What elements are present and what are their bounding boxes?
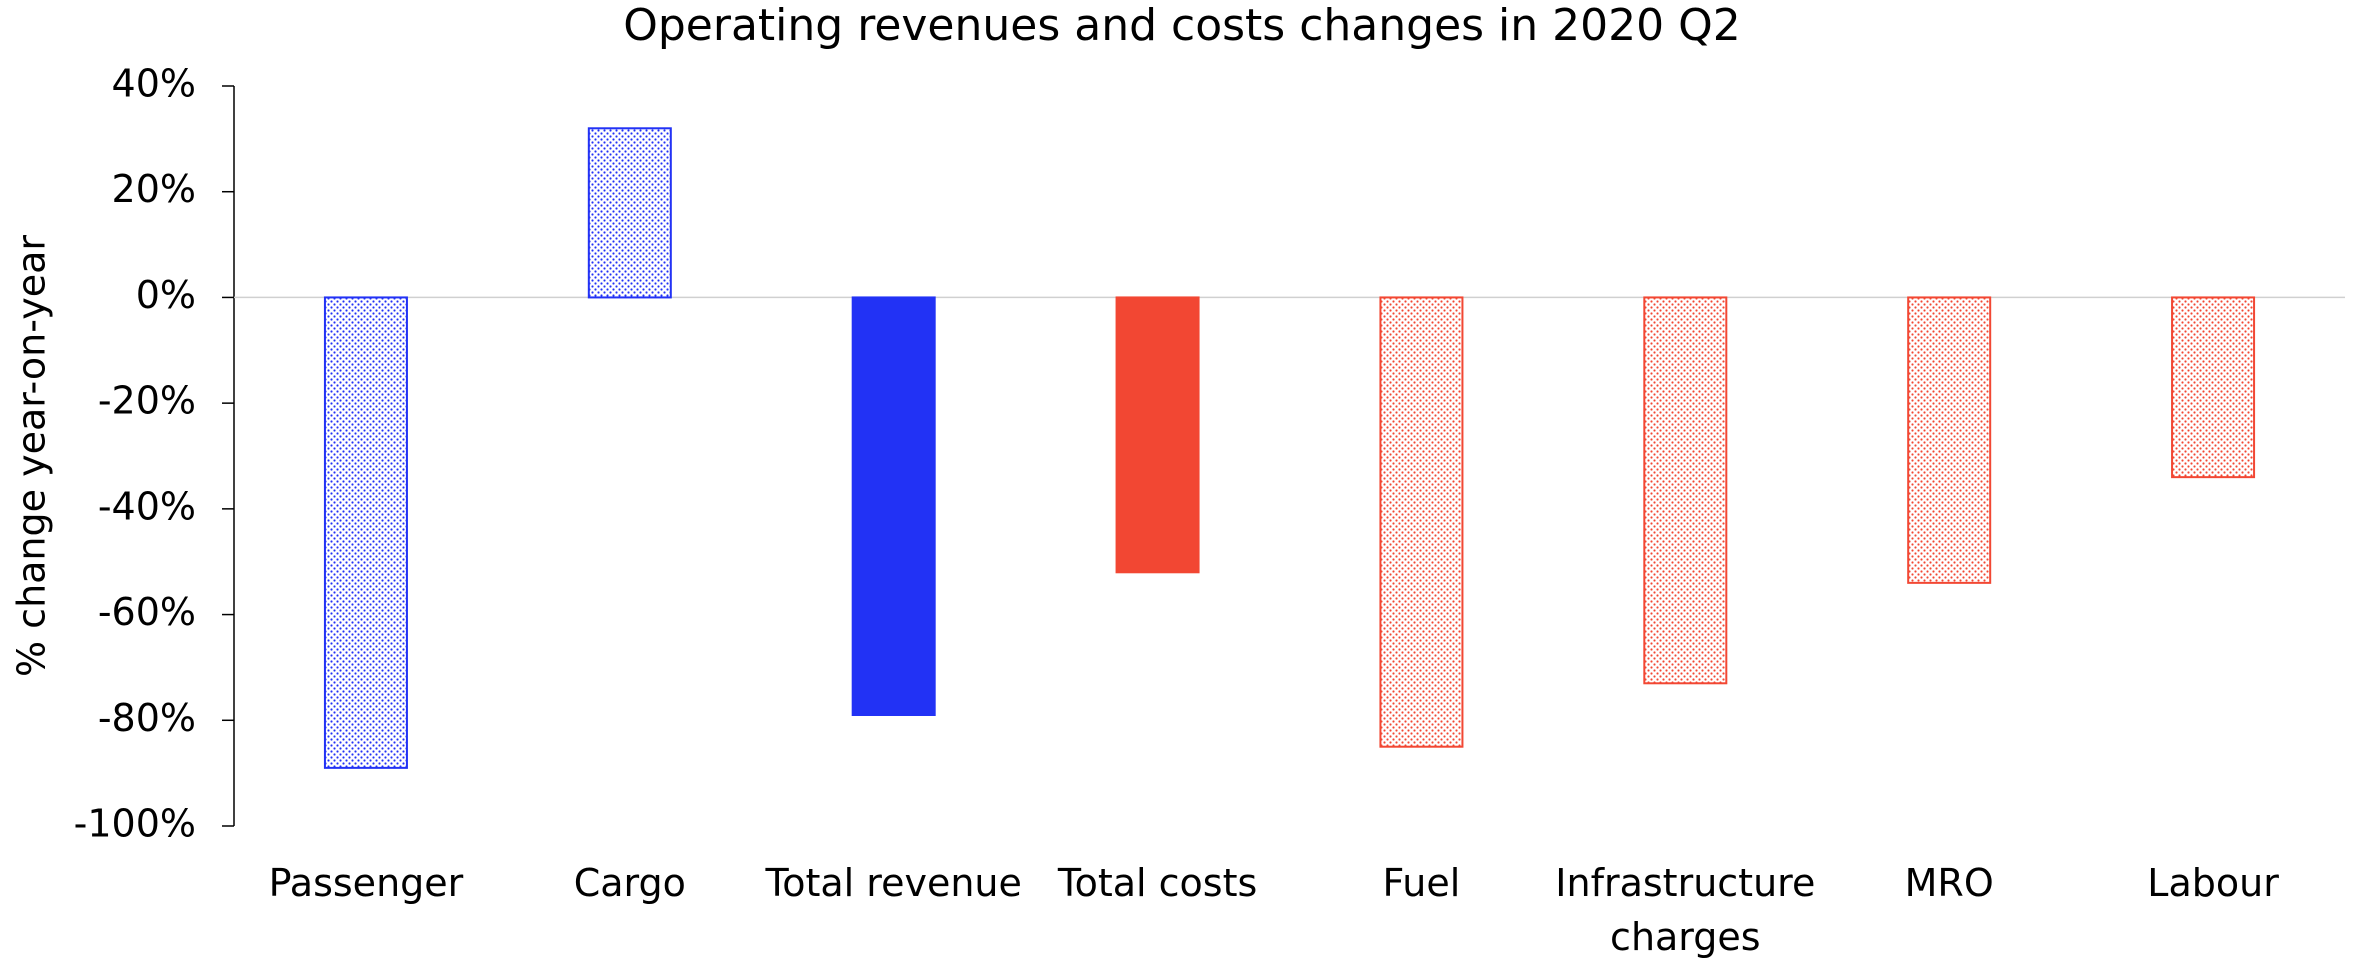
y-tick-label: -40% — [98, 484, 196, 528]
bar — [1115, 296, 1200, 574]
y-tick-label: -60% — [98, 590, 196, 634]
y-tick-label: -100% — [74, 802, 196, 846]
x-tick-label: MRO — [1904, 861, 1994, 905]
x-tick-label: Fuel — [1382, 861, 1461, 905]
y-tick-label: 20% — [112, 167, 196, 211]
x-tick-label: Total revenue — [765, 861, 1022, 905]
bar — [323, 296, 408, 769]
bar — [2171, 296, 2256, 479]
x-tick-label: Total costs — [1057, 861, 1258, 905]
bar — [1907, 296, 1992, 584]
y-tick-label: 0% — [136, 273, 196, 317]
bar — [1643, 296, 1728, 685]
y-tick-label: 40% — [112, 62, 196, 106]
y-tick-label: -20% — [98, 379, 196, 423]
x-tick-label: Infrastructure charges — [1555, 861, 1816, 959]
bar — [851, 296, 936, 716]
x-tick-label: Labour — [2147, 861, 2279, 905]
y-tick-label: -80% — [98, 696, 196, 740]
x-tick-label: Cargo — [573, 861, 686, 905]
bar — [587, 127, 672, 299]
chart-title: Operating revenues and costs changes in … — [623, 0, 1741, 51]
bar — [1379, 296, 1464, 748]
y-axis-label: % change year-on-year — [10, 235, 54, 677]
x-tick-label: Passenger — [268, 861, 464, 905]
